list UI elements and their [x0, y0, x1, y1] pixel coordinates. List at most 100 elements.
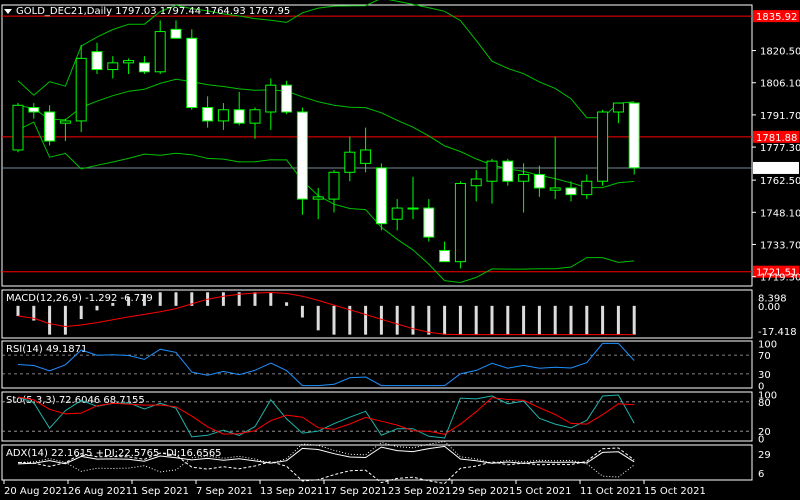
candle[interactable] — [360, 127, 372, 173]
adx-main-line — [17, 445, 635, 465]
bollinger-lower-band — [17, 121, 635, 284]
candle[interactable] — [565, 181, 577, 202]
adx-axis-label: 6 — [758, 469, 764, 480]
date-tick-label: 23 Sep 2021 — [388, 486, 451, 497]
candle[interactable] — [344, 136, 356, 182]
candle[interactable] — [423, 199, 435, 242]
candle[interactable] — [233, 91, 245, 126]
rsi-axis-label: 70 — [758, 351, 771, 362]
chart-menu-icon[interactable] — [4, 9, 12, 14]
date-tick-label: 15 Oct 2021 — [644, 486, 706, 497]
candle[interactable] — [518, 163, 530, 213]
candle[interactable] — [281, 80, 293, 115]
price-tick-label: 1733.70 — [760, 240, 800, 251]
candle[interactable] — [91, 42, 103, 75]
adx-pane — [1, 444, 753, 481]
rsi-axis-label: 30 — [758, 370, 771, 381]
rsi-pane — [1, 340, 753, 389]
candle[interactable] — [328, 170, 340, 213]
macd-signal-line — [17, 291, 635, 336]
stochastic-axis-label: 100 — [758, 390, 777, 401]
date-tick-label: 13 Sep 2021 — [260, 486, 323, 497]
candle[interactable] — [533, 165, 545, 197]
price-label: 1781.88 — [756, 133, 797, 144]
price-label-box — [753, 161, 799, 174]
candle[interactable] — [486, 158, 498, 204]
candle[interactable] — [581, 174, 593, 200]
rsi-line — [17, 342, 635, 387]
macd-axis-label: 0.00 — [758, 302, 780, 313]
rsi-axis-label: 100 — [758, 339, 777, 350]
bollinger-middle-band — [17, 78, 635, 189]
candle[interactable] — [59, 118, 71, 142]
candle[interactable] — [138, 56, 150, 75]
candle[interactable] — [265, 78, 277, 130]
chart-header: GOLD_DEC21,Daily 1797.03 1797.44 1764.93… — [16, 6, 290, 17]
candle[interactable] — [249, 107, 261, 139]
adx-plus-di-line — [17, 447, 635, 485]
main-pane-frame — [1, 4, 753, 287]
candle[interactable] — [217, 103, 229, 130]
stochastic-main-line — [17, 394, 635, 439]
date-tick-label: 11 Oct 2021 — [580, 486, 642, 497]
price-tick-label: 1777.30 — [760, 143, 800, 154]
macd-axis-label: 8.398 — [758, 294, 787, 305]
stochastic-axis-label: 0 — [758, 435, 764, 446]
candle[interactable] — [502, 158, 514, 186]
candle[interactable] — [202, 96, 214, 128]
stochastic-signal-line — [17, 396, 635, 435]
stochastic-axis-label: 80 — [758, 398, 771, 409]
candle[interactable] — [375, 163, 387, 231]
candle[interactable] — [407, 176, 419, 220]
candle[interactable] — [597, 109, 609, 186]
stochastic-label: Sto(5,3,3) 72.6046 68.7155 — [6, 395, 145, 406]
price-label: 1721.51 — [756, 268, 797, 279]
candle[interactable] — [296, 107, 308, 215]
candle[interactable] — [549, 136, 561, 200]
candle[interactable] — [186, 29, 198, 110]
bollinger-upper-band — [17, 0, 635, 119]
price-label: 1767.95 — [756, 164, 797, 175]
candle[interactable] — [612, 102, 624, 124]
price-tick-label: 1748.10 — [760, 208, 800, 219]
candle[interactable] — [628, 102, 640, 175]
candle[interactable] — [439, 241, 451, 263]
candle[interactable] — [391, 199, 403, 231]
candle[interactable] — [28, 103, 40, 119]
price-label-box — [753, 10, 799, 23]
candle[interactable] — [470, 170, 482, 202]
date-tick-label: 1 Sep 2021 — [132, 486, 189, 497]
date-tick-label: 17 Sep 2021 — [324, 486, 387, 497]
price-label-box — [753, 265, 799, 278]
candle[interactable] — [107, 56, 119, 79]
macd-label: MACD(12,26,9) -1.292 -6.779 — [6, 293, 153, 304]
price-label: 1835.92 — [756, 12, 797, 23]
price-tick-label: 1719.30 — [760, 273, 800, 284]
price-tick-label: 1820.50 — [760, 47, 800, 58]
candle[interactable] — [312, 187, 324, 220]
date-tick-label: 29 Sep 2021 — [452, 486, 515, 497]
price-tick-label: 1791.70 — [760, 111, 800, 122]
price-tick-label: 1806.10 — [760, 79, 800, 90]
candle[interactable] — [170, 20, 182, 39]
candle[interactable] — [44, 105, 56, 146]
candle[interactable] — [75, 44, 87, 133]
stochastic-pane — [1, 391, 753, 442]
rsi-axis-label: 0 — [758, 382, 764, 393]
macd-pane — [1, 289, 753, 339]
stochastic-axis-label: 20 — [758, 427, 771, 438]
adx-axis-label: 29 — [758, 450, 771, 461]
price-tick-label: 1762.50 — [760, 176, 800, 187]
adx-label: ADX(14) 22.1615 +DI:22.5765 -DI:16.6565 — [6, 448, 222, 459]
candle[interactable] — [154, 20, 166, 75]
candle[interactable] — [454, 181, 466, 269]
candle[interactable] — [123, 58, 135, 75]
date-tick-label: 20 Aug 2021 — [4, 486, 68, 497]
rsi-label: RSI(14) 49.1871 — [6, 344, 87, 355]
candle[interactable] — [12, 103, 24, 153]
date-tick-label: 26 Aug 2021 — [68, 486, 132, 497]
date-tick-label: 5 Oct 2021 — [516, 486, 571, 497]
date-tick-label: 7 Sep 2021 — [196, 486, 253, 497]
price-label-box — [753, 130, 799, 143]
